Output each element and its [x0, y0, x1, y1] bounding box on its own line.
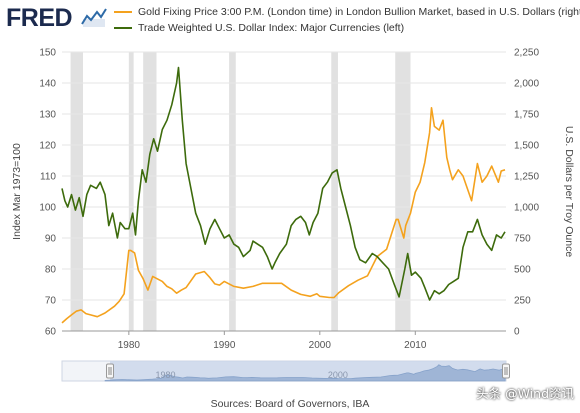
y-left-tick-label: 140 — [39, 79, 56, 90]
x-tick-label: 1980 — [118, 340, 141, 351]
navigator-series-area — [104, 364, 506, 382]
y-right-tick-label: 2,000 — [514, 79, 539, 90]
y-left-tick-label: 130 — [39, 110, 56, 121]
legend-swatch-gold — [114, 11, 132, 13]
y-left-tick-label: 90 — [45, 234, 57, 245]
y-left-tick-label: 80 — [45, 265, 57, 276]
recession-band — [395, 52, 411, 331]
y-right-tick-label: 1,750 — [514, 110, 539, 121]
recession-bands — [70, 52, 411, 331]
y-right-tick-label: 500 — [514, 265, 531, 276]
series-line-gold — [61, 107, 506, 324]
fred-logo[interactable]: FRED — [6, 3, 110, 31]
legend-swatch-dollar-index — [114, 27, 132, 29]
y-right-tick-label: 2,250 — [514, 48, 539, 59]
y-left-tick-label: 60 — [45, 327, 57, 338]
y-left-tick-label: 150 — [39, 48, 56, 59]
recession-band — [128, 52, 134, 331]
navigator-left-handle[interactable] — [106, 363, 114, 379]
x-tick-label: 2010 — [404, 340, 427, 351]
y-right-tick-label: 0 — [514, 327, 520, 338]
recession-band — [331, 52, 338, 331]
legend-label-gold: Gold Fixing Price 3:00 P.M. (London time… — [138, 6, 580, 18]
legend-label-dollar-index: Trade Weighted U.S. Dollar Index: Major … — [138, 22, 405, 34]
legend-item-gold[interactable]: Gold Fixing Price 3:00 P.M. (London time… — [114, 4, 580, 20]
legend-item-dollar-index[interactable]: Trade Weighted U.S. Dollar Index: Major … — [114, 20, 580, 36]
x-tick-label: 1990 — [213, 340, 236, 351]
watermark: 头条 @Wind资讯 — [476, 386, 574, 401]
y-right-axis-title: U.S. Dollars per Troy Ounce — [563, 126, 575, 257]
range-navigator: 1980 2000 — [61, 360, 510, 382]
y-right-tick-label: 750 — [514, 234, 531, 245]
y-left-tick-label: 100 — [39, 203, 56, 214]
fred-logo-text: FRED — [6, 4, 72, 31]
y-right-tick-label: 250 — [514, 296, 531, 307]
x-tick-label: 2000 — [309, 340, 332, 351]
y-left-tick-label: 70 — [45, 296, 57, 307]
legend: Gold Fixing Price 3:00 P.M. (London time… — [114, 4, 580, 36]
y-left-tick-label: 110 — [40, 172, 56, 183]
fred-logo-graph-icon — [81, 8, 107, 27]
recession-band — [229, 52, 236, 331]
series-line-dollar-index — [61, 66, 506, 301]
y-left-axis-title: Index Mar 1973=100 — [11, 143, 23, 240]
recession-band — [70, 52, 84, 331]
recession-band — [143, 52, 157, 331]
navigator-tick-label: 1980 — [155, 370, 175, 380]
navigator-right-handle[interactable] — [502, 363, 510, 379]
gridlines — [62, 51, 506, 332]
sources-caption: Sources: Board of Governors, IBA — [210, 398, 370, 410]
navigator-tick-label: 2000 — [328, 370, 348, 380]
y-right-tick-label: 1,250 — [514, 172, 539, 183]
y-right-tick-label: 1,000 — [514, 203, 539, 214]
y-right-tick-label: 1,500 — [514, 141, 539, 152]
chart-header: FRED Gold Fixing Price 3:00 P.M. (London… — [0, 0, 580, 42]
y-left-tick-label: 120 — [39, 141, 56, 152]
